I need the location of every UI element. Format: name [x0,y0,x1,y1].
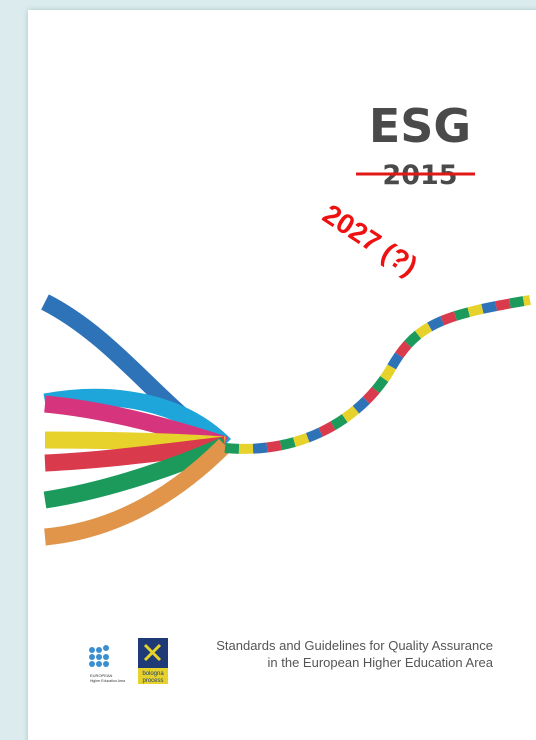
decoration [89,661,95,667]
decoration [103,654,109,660]
decoration [96,647,102,653]
cover-subtitle: in the European Higher Education Area [268,655,494,670]
decoration [103,645,109,651]
decoration [89,645,109,667]
cover-screenshot: ESG 2015 2027 (?) EUROPEAN Higher Educat… [0,0,536,740]
decoration [89,647,95,653]
cover-subtitle: Standards and Guidelines for Quality Ass… [216,638,493,653]
bologna-logo-text: bologna [142,671,164,677]
decoration [89,654,95,660]
ehea-logo-text: Higher Education Area [90,679,125,683]
cover-title: ESG [369,99,471,153]
decoration [96,661,102,667]
decoration [96,654,102,660]
page: ESG 2015 2027 (?) EUROPEAN Higher Educat… [0,0,536,740]
bologna-logo: bologna process [138,638,168,684]
ehea-logo-text: EUROPEAN [90,673,113,678]
decoration [103,661,109,667]
bologna-logo-text: process [142,678,163,684]
